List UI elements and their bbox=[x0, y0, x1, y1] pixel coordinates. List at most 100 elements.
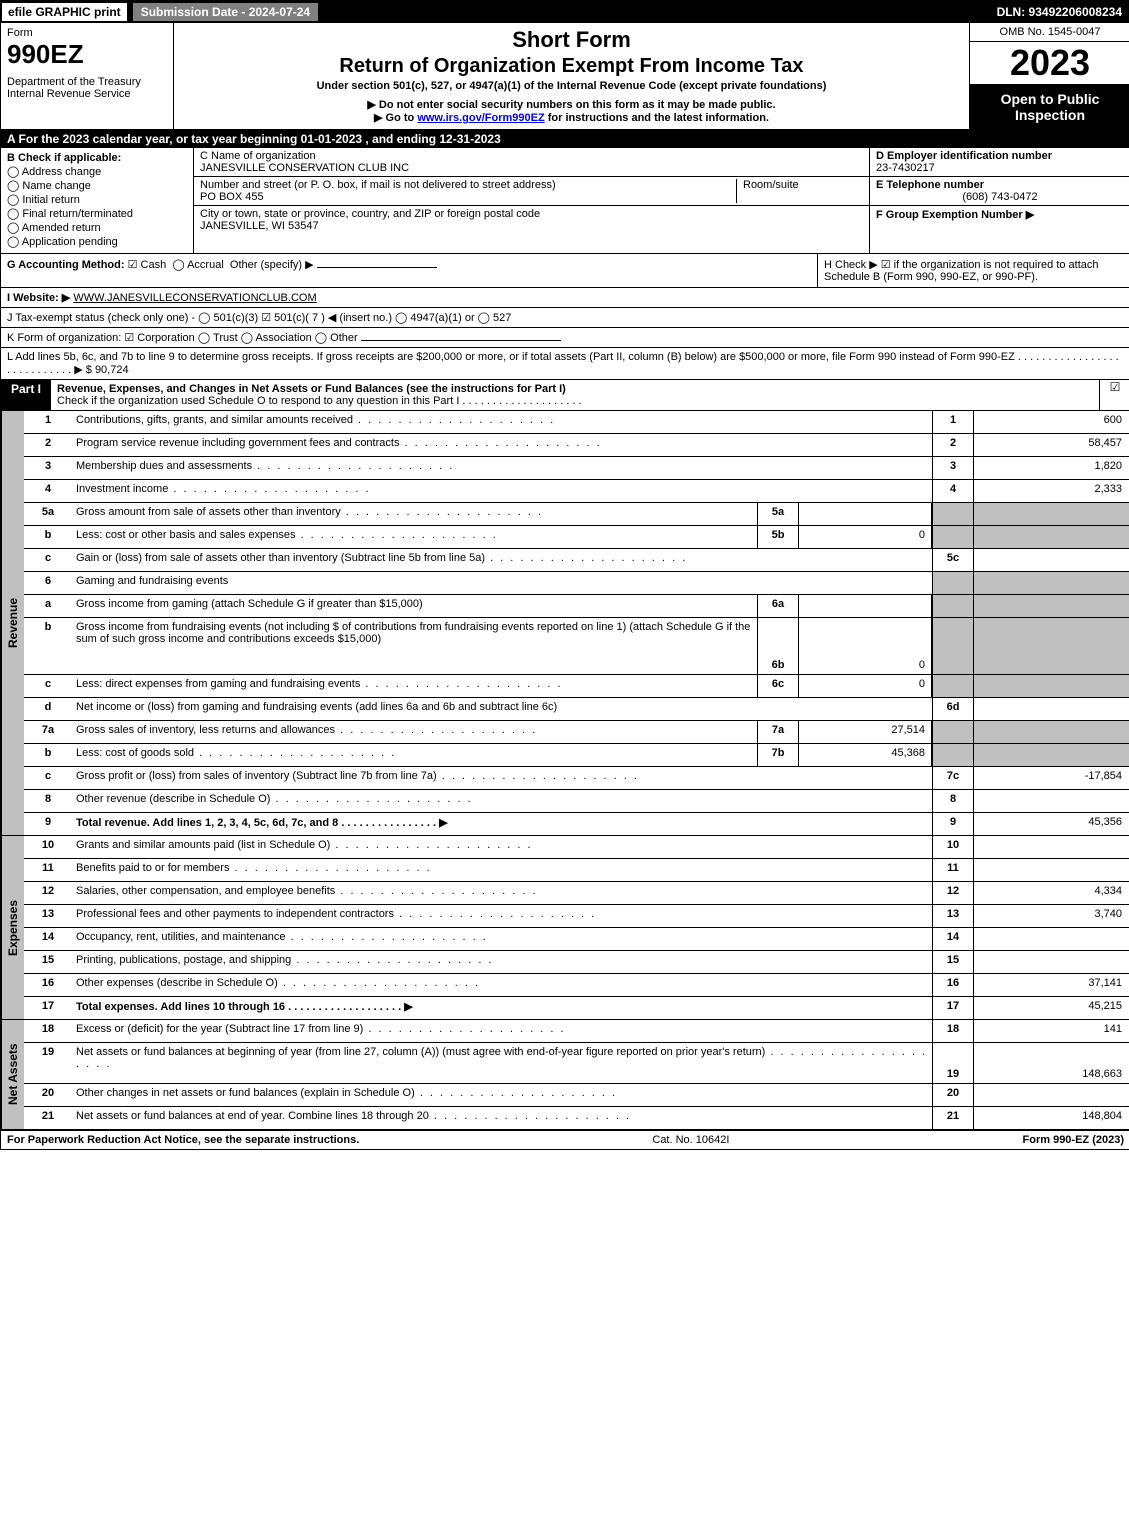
other-input[interactable] bbox=[317, 267, 437, 268]
section-h: H Check ▶ ☑ if the organization is not r… bbox=[817, 254, 1129, 287]
website-label: I Website: ▶ bbox=[7, 292, 70, 304]
street-label: Number and street (or P. O. box, if mail… bbox=[200, 179, 736, 191]
ein-value: 23-7430217 bbox=[876, 162, 1124, 174]
goto-prefix: ▶ Go to bbox=[374, 112, 417, 124]
block-bcdef: B Check if applicable: ◯ Address change … bbox=[1, 148, 1129, 254]
omb-number: OMB No. 1545-0047 bbox=[970, 23, 1129, 42]
row-j: J Tax-exempt status (check only one) - ◯… bbox=[1, 308, 1129, 328]
check-address-change[interactable]: ◯ Address change bbox=[7, 165, 187, 178]
goto-suffix: for instructions and the latest informat… bbox=[548, 112, 769, 124]
part-i-title: Revenue, Expenses, and Changes in Net As… bbox=[57, 383, 566, 395]
check-final-return[interactable]: ◯ Final return/terminated bbox=[7, 207, 187, 220]
line-6a: a Gross income from gaming (attach Sched… bbox=[24, 595, 1129, 618]
other-org-input[interactable] bbox=[361, 340, 561, 341]
tax-year: 2023 bbox=[970, 42, 1129, 85]
check-name-change[interactable]: ◯ Name change bbox=[7, 179, 187, 192]
header-left: Form 990EZ Department of the Treasury In… bbox=[1, 23, 174, 129]
subtitle-section: Under section 501(c), 527, or 4947(a)(1)… bbox=[182, 80, 961, 92]
form-number: 990EZ bbox=[7, 39, 167, 70]
line-5a: 5a Gross amount from sale of assets othe… bbox=[24, 503, 1129, 526]
section-b-title: B Check if applicable: bbox=[7, 152, 187, 164]
street-value: PO BOX 455 bbox=[200, 191, 736, 203]
g-label: G Accounting Method: bbox=[7, 259, 125, 271]
line-6c: c Less: direct expenses from gaming and … bbox=[24, 675, 1129, 698]
check-application-pending[interactable]: ◯ Application pending bbox=[7, 235, 187, 248]
line-12: 12 Salaries, other compensation, and emp… bbox=[24, 882, 1129, 905]
expenses-section: Expenses 10 Grants and similar amounts p… bbox=[1, 836, 1129, 1020]
part-i-label: Part I bbox=[1, 380, 51, 410]
other-label: Other (specify) ▶ bbox=[230, 259, 314, 271]
phone-value: (608) 743-0472 bbox=[876, 191, 1124, 203]
line-15: 15 Printing, publications, postage, and … bbox=[24, 951, 1129, 974]
subtitle-goto: ▶ Go to www.irs.gov/Form990EZ for instru… bbox=[182, 111, 961, 124]
row-k-text: K Form of organization: ☑ Corporation ◯ … bbox=[7, 332, 358, 344]
efile-label: efile GRAPHIC print bbox=[1, 2, 128, 22]
line-18: 18 Excess or (deficit) for the year (Sub… bbox=[24, 1020, 1129, 1043]
expenses-side-label: Expenses bbox=[1, 836, 24, 1019]
part-i-checkbox[interactable]: ☑ bbox=[1099, 380, 1129, 410]
org-street-row: Number and street (or P. O. box, if mail… bbox=[194, 177, 869, 206]
check-initial-return[interactable]: ◯ Initial return bbox=[7, 193, 187, 206]
submission-date: Submission Date - 2024-07-24 bbox=[132, 2, 319, 22]
title-short-form: Short Form bbox=[182, 27, 961, 53]
city-value: JANESVILLE, WI 53547 bbox=[200, 220, 863, 232]
line-17: 17 Total expenses. Add lines 10 through … bbox=[24, 997, 1129, 1019]
section-b: B Check if applicable: ◯ Address change … bbox=[1, 148, 194, 253]
form-word: Form bbox=[7, 27, 167, 39]
line-5c: c Gain or (loss) from sale of assets oth… bbox=[24, 549, 1129, 572]
subtitle-ssn-warning: ▶ Do not enter social security numbers o… bbox=[182, 98, 961, 111]
open-to-public: Open to Public Inspection bbox=[970, 85, 1129, 129]
line-8: 8 Other revenue (describe in Schedule O)… bbox=[24, 790, 1129, 813]
group-block: F Group Exemption Number ▶ bbox=[870, 206, 1129, 223]
line-9-desc: Total revenue. Add lines 1, 2, 3, 4, 5c,… bbox=[76, 817, 448, 829]
ein-label: D Employer identification number bbox=[876, 150, 1124, 162]
row-g-h: G Accounting Method: ☑ Cash ◯ Accrual Ot… bbox=[1, 254, 1129, 288]
line-6: 6 Gaming and fundraising events bbox=[24, 572, 1129, 595]
page-footer: For Paperwork Reduction Act Notice, see … bbox=[1, 1131, 1129, 1149]
revenue-side-label: Revenue bbox=[1, 411, 24, 835]
line-6d: d Net income or (loss) from gaming and f… bbox=[24, 698, 1129, 721]
line-9: 9 Total revenue. Add lines 1, 2, 3, 4, 5… bbox=[24, 813, 1129, 835]
line-5b: b Less: cost or other basis and sales ex… bbox=[24, 526, 1129, 549]
accounting-method: G Accounting Method: ☑ Cash ◯ Accrual Ot… bbox=[1, 254, 817, 287]
row-k: K Form of organization: ☑ Corporation ◯ … bbox=[1, 328, 1129, 348]
part-i-check-line: Check if the organization used Schedule … bbox=[57, 395, 582, 407]
line-10: 10 Grants and similar amounts paid (list… bbox=[24, 836, 1129, 859]
line-3: 3 Membership dues and assessments 3 1,82… bbox=[24, 457, 1129, 480]
footer-right: Form 990-EZ (2023) bbox=[1023, 1134, 1124, 1146]
row-l: L Add lines 5b, 6c, and 7b to line 9 to … bbox=[1, 348, 1129, 380]
check-amended-return[interactable]: ◯ Amended return bbox=[7, 221, 187, 234]
city-label: City or town, state or province, country… bbox=[200, 208, 863, 220]
net-assets-section: Net Assets 18 Excess or (deficit) for th… bbox=[1, 1020, 1129, 1131]
line-7c: c Gross profit or (loss) from sales of i… bbox=[24, 767, 1129, 790]
section-c: C Name of organization JANESVILLE CONSER… bbox=[194, 148, 869, 253]
row-a-tax-year: A For the 2023 calendar year, or tax yea… bbox=[1, 130, 1129, 148]
revenue-section: Revenue 1 Contributions, gifts, grants, … bbox=[1, 411, 1129, 836]
header-right: OMB No. 1545-0047 2023 Open to Public In… bbox=[969, 23, 1129, 129]
net-assets-side-label: Net Assets bbox=[1, 1020, 24, 1129]
line-13: 13 Professional fees and other payments … bbox=[24, 905, 1129, 928]
line-2: 2 Program service revenue including gove… bbox=[24, 434, 1129, 457]
line-19: 19 Net assets or fund balances at beginn… bbox=[24, 1043, 1129, 1084]
section-def: D Employer identification number 23-7430… bbox=[869, 148, 1129, 253]
accrual-label: Accrual bbox=[187, 259, 224, 271]
line-16: 16 Other expenses (describe in Schedule … bbox=[24, 974, 1129, 997]
phone-block: E Telephone number (608) 743-0472 bbox=[870, 177, 1129, 206]
header-center: Short Form Return of Organization Exempt… bbox=[174, 23, 969, 129]
website-value: WWW.JANESVILLECONSERVATIONCLUB.COM bbox=[73, 292, 316, 304]
org-city-row: City or town, state or province, country… bbox=[194, 206, 869, 234]
line-20: 20 Other changes in net assets or fund b… bbox=[24, 1084, 1129, 1107]
cash-check[interactable]: ☑ bbox=[128, 259, 138, 271]
ein-block: D Employer identification number 23-7430… bbox=[870, 148, 1129, 177]
phone-label: E Telephone number bbox=[876, 179, 1124, 191]
line-4: 4 Investment income 4 2,333 bbox=[24, 480, 1129, 503]
irs-link[interactable]: www.irs.gov/Form990EZ bbox=[417, 112, 544, 124]
form-990ez-page: efile GRAPHIC print Submission Date - 20… bbox=[0, 0, 1129, 1150]
row-l-text: L Add lines 5b, 6c, and 7b to line 9 to … bbox=[7, 351, 1119, 376]
line-7b: b Less: cost of goods sold 7b 45,368 bbox=[24, 744, 1129, 767]
department-label: Department of the Treasury Internal Reve… bbox=[7, 76, 167, 100]
cash-label: Cash bbox=[141, 259, 167, 271]
row-i: I Website: ▶ WWW.JANESVILLECONSERVATIONC… bbox=[1, 288, 1129, 308]
room-label: Room/suite bbox=[743, 179, 863, 191]
org-name-row: C Name of organization JANESVILLE CONSER… bbox=[194, 148, 869, 177]
